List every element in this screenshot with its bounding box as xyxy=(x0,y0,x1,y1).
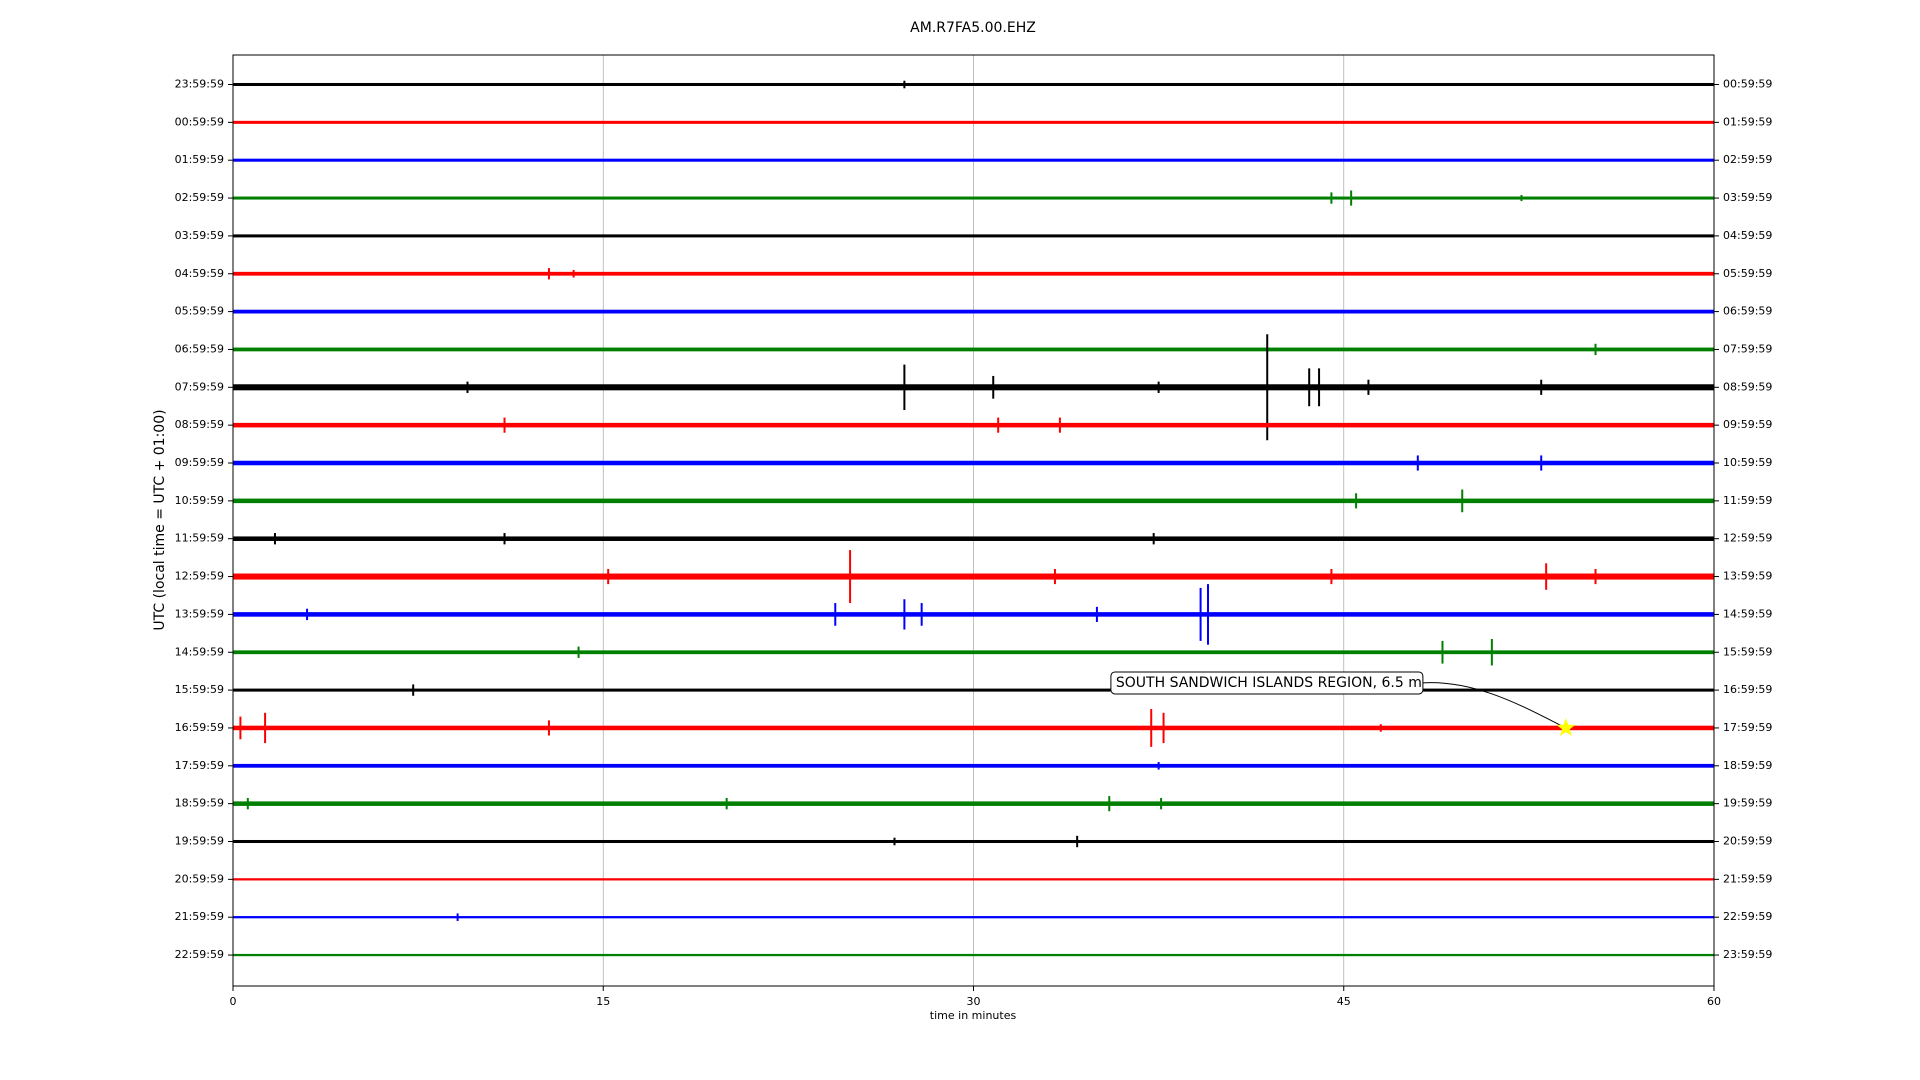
trace-noise xyxy=(233,384,1714,391)
trace-noise xyxy=(233,347,1714,352)
y-tick-label-right: 16:59:59 xyxy=(1723,683,1772,696)
trace-noise xyxy=(233,801,1714,806)
y-tick-label: 20:59:59 xyxy=(175,872,224,885)
trace-noise xyxy=(233,158,1714,162)
y-tick-label-right: 12:59:59 xyxy=(1723,532,1772,545)
y-tick-label: 12:59:59 xyxy=(175,570,224,583)
y-tick-label: 02:59:59 xyxy=(175,191,224,204)
y-tick-label: 05:59:59 xyxy=(175,305,224,318)
x-axis-label: time in minutes xyxy=(930,1009,1017,1022)
y-tick-label: 08:59:59 xyxy=(175,418,224,431)
y-tick-label: 22:59:59 xyxy=(175,948,224,961)
y-tick-label-right: 20:59:59 xyxy=(1723,835,1772,848)
y-tick-label: 13:59:59 xyxy=(175,607,224,620)
trace-noise xyxy=(233,536,1714,541)
trace-noise xyxy=(233,271,1714,276)
y-tick-label-right: 05:59:59 xyxy=(1723,267,1772,280)
trace-noise xyxy=(233,612,1714,617)
y-tick-label: 07:59:59 xyxy=(175,380,224,393)
y-tick-label-right: 13:59:59 xyxy=(1723,570,1772,583)
x-tick-label: 60 xyxy=(1707,995,1721,1008)
event-marker xyxy=(1556,718,1576,736)
y-tick-label-right: 00:59:59 xyxy=(1723,78,1772,91)
x-tick-label: 30 xyxy=(967,995,981,1008)
trace-noise xyxy=(233,916,1714,919)
y-tick-label: 17:59:59 xyxy=(175,759,224,772)
y-tick-label-right: 23:59:59 xyxy=(1723,948,1772,961)
annotation-arrow xyxy=(1420,682,1567,729)
y-tick-label: 10:59:59 xyxy=(175,494,224,507)
y-tick-label: 21:59:59 xyxy=(175,910,224,923)
annotation-box xyxy=(1110,671,1424,695)
y-tick-label: 15:59:59 xyxy=(175,683,224,696)
y-tick-label-right: 14:59:59 xyxy=(1723,607,1772,620)
y-tick-label-right: 04:59:59 xyxy=(1723,229,1772,242)
trace-noise xyxy=(233,688,1714,692)
x-tick-label: 0 xyxy=(230,995,237,1008)
y-tick-label: 11:59:59 xyxy=(175,532,224,545)
trace-noise xyxy=(233,498,1714,504)
y-tick-label: 16:59:59 xyxy=(175,721,224,734)
trace-noise xyxy=(233,460,1714,466)
y-tick-label: 19:59:59 xyxy=(175,835,224,848)
y-tick-label-right: 03:59:59 xyxy=(1723,191,1772,204)
trace-noise xyxy=(233,234,1714,238)
y-tick-label-right: 15:59:59 xyxy=(1723,645,1772,658)
y-axis-label: UTC (local time = UTC + 01:00) xyxy=(152,409,168,630)
y-tick-label-right: 10:59:59 xyxy=(1723,456,1772,469)
y-tick-label: 23:59:59 xyxy=(175,78,224,91)
y-tick-label-right: 17:59:59 xyxy=(1723,721,1772,734)
trace-noise xyxy=(233,82,1714,87)
y-tick-label-right: 02:59:59 xyxy=(1723,153,1772,166)
y-tick-label: 00:59:59 xyxy=(175,115,224,128)
y-tick-label-right: 06:59:59 xyxy=(1723,305,1772,318)
trace-noise xyxy=(233,309,1714,314)
y-tick-label-right: 07:59:59 xyxy=(1723,342,1772,355)
trace-noise xyxy=(233,573,1714,580)
y-tick-label-right: 08:59:59 xyxy=(1723,380,1772,393)
chart-title: AM.R7FA5.00.EHZ xyxy=(910,20,1036,36)
trace-noise xyxy=(233,650,1714,655)
y-tick-label: 04:59:59 xyxy=(175,267,224,280)
trace-noise xyxy=(233,839,1714,844)
y-tick-label-right: 21:59:59 xyxy=(1723,872,1772,885)
y-tick-label: 14:59:59 xyxy=(175,645,224,658)
y-tick-label: 03:59:59 xyxy=(175,229,224,242)
y-tick-label-right: 18:59:59 xyxy=(1723,759,1772,772)
y-tick-label-right: 01:59:59 xyxy=(1723,115,1772,128)
y-tick-label-right: 22:59:59 xyxy=(1723,910,1772,923)
trace-noise xyxy=(233,196,1714,200)
x-tick-label: 15 xyxy=(596,995,610,1008)
annotation-text: SOUTH SANDWICH ISLANDS REGION, 6.5 m xyxy=(1116,675,1422,691)
y-tick-label: 18:59:59 xyxy=(175,797,224,810)
plot-frame xyxy=(232,54,1715,987)
trace-noise xyxy=(233,725,1714,731)
x-tick-label: 45 xyxy=(1337,995,1351,1008)
trace-noise xyxy=(233,953,1714,957)
y-tick-label: 09:59:59 xyxy=(175,456,224,469)
trace-noise xyxy=(233,120,1714,124)
y-tick-label-right: 19:59:59 xyxy=(1723,797,1772,810)
trace-noise xyxy=(233,763,1714,768)
trace-noise xyxy=(233,422,1714,428)
y-tick-label-right: 09:59:59 xyxy=(1723,418,1772,431)
trace-noise xyxy=(233,878,1714,881)
y-tick-label-right: 11:59:59 xyxy=(1723,494,1772,507)
y-tick-label: 01:59:59 xyxy=(175,153,224,166)
y-tick-label: 06:59:59 xyxy=(175,342,224,355)
